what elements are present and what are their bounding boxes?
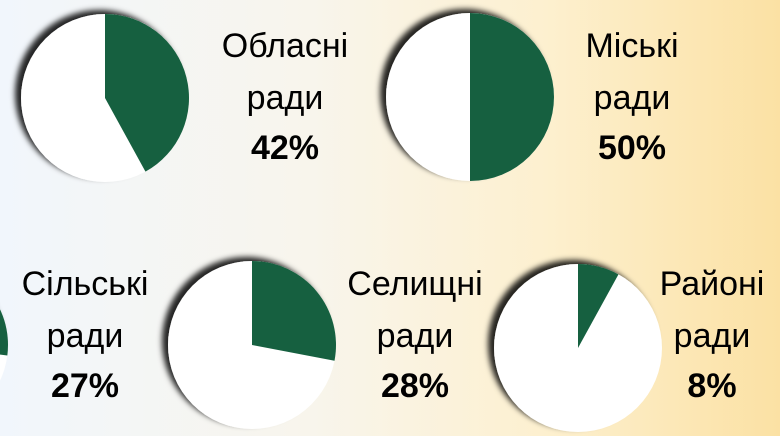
pie-chart [21, 14, 190, 182]
pie-slice [252, 261, 336, 361]
value-label: 28% [380, 367, 450, 405]
pie-slice [105, 14, 190, 172]
pie-label: Селищні ради 28% [347, 258, 482, 410]
pie-slice [578, 264, 619, 348]
pie-title: Сільські ради [21, 265, 149, 355]
pie-chart [386, 13, 554, 181]
pie-label: Районі ради 8% [660, 258, 765, 410]
value-label: 8% [687, 367, 737, 405]
pie-label: Сільські ради 27% [22, 258, 149, 410]
pie-label: Міські ради 50% [585, 20, 678, 172]
pie-chart [0, 309, 8, 381]
pie-chart [494, 264, 662, 432]
pie-title: Обласні ради [221, 27, 349, 117]
value-label: 50% [597, 129, 667, 167]
pie-label: Обласні ради 42% [222, 20, 348, 172]
pie-title: Міські ради [585, 27, 679, 117]
pie-chart [168, 261, 336, 429]
pie-slice [470, 13, 554, 181]
pie-title: Районі ради [659, 265, 765, 355]
pie-title: Селищні ради [347, 265, 483, 355]
pie-slice [0, 309, 8, 356]
value-label: 42% [250, 129, 320, 167]
value-label: 27% [50, 367, 120, 405]
